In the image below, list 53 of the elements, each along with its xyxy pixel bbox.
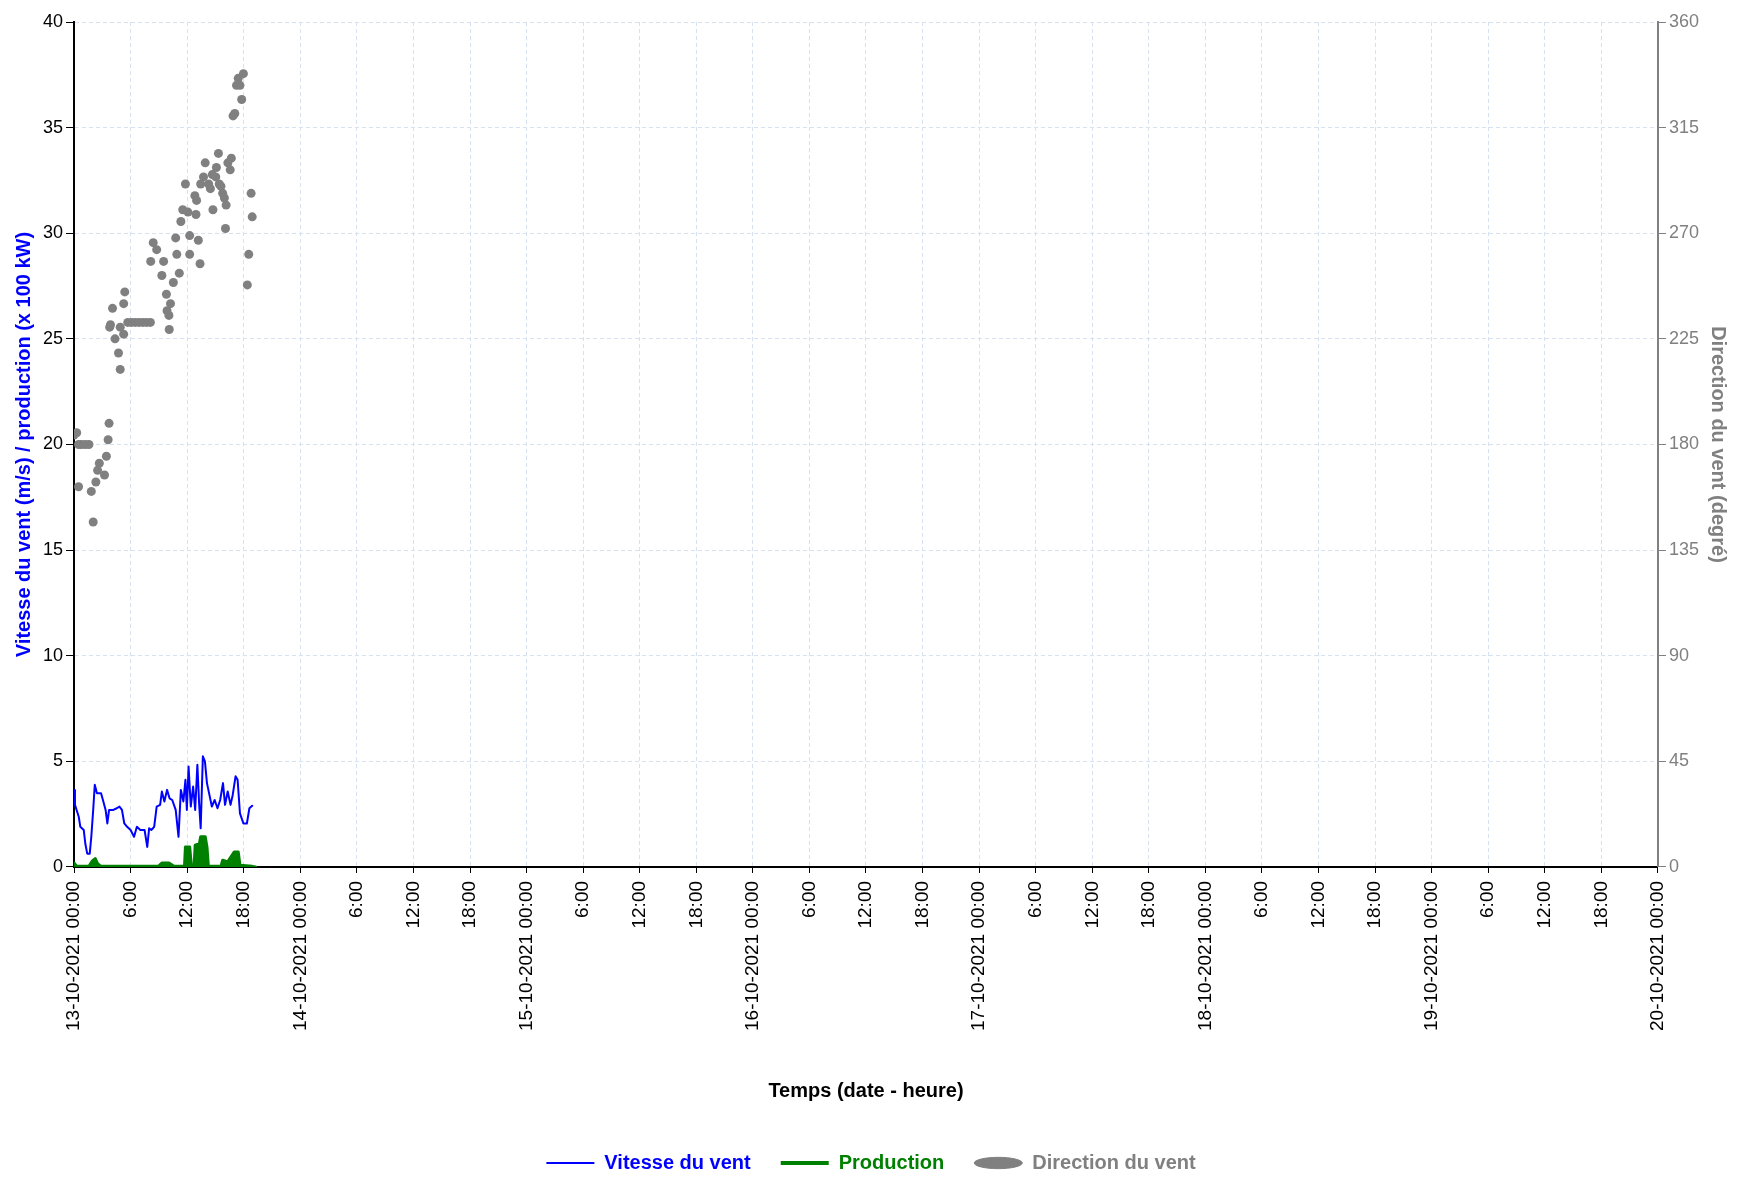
x-tick-label: 12:00 [854,880,876,929]
y-tick-label: 20 [42,433,64,454]
x-tick-label: 13-10-2021 00:00 [62,880,84,1031]
x-tick-label: 18:00 [910,880,932,929]
x-tick-label: 15-10-2021 00:00 [514,880,536,1031]
x-tick-label: 18:00 [1363,880,1385,929]
legend-label: Direction du vent [1032,1150,1196,1173]
x-tick-label: 12:00 [1533,880,1555,929]
x-tick-label: 14-10-2021 00:00 [288,880,310,1031]
x-tick-label: 6:00 [797,880,819,918]
y2-tick-label: 225 [1668,327,1700,348]
y2-tick-label: 90 [1668,644,1689,665]
y-tick-label: 25 [42,327,64,348]
y-tick-label: 40 [42,10,64,31]
x-tick-label: 18:00 [231,880,253,929]
y-tick-label: 15 [42,539,64,560]
y2-tick-label: 180 [1668,433,1700,454]
x-tick-label: 12:00 [1080,880,1102,929]
x-tick-label: 6:00 [345,880,367,918]
x-tick-label: 18:00 [1137,880,1159,929]
x-tick-label: 20-10-2021 00:00 [1646,880,1668,1031]
y2-tick-label: 360 [1668,10,1700,31]
x-tick-label: 12:00 [175,880,197,929]
x-tick-label: 12:00 [401,880,423,929]
x-tick-label: 12:00 [1306,880,1328,929]
x-tick-label: 12:00 [627,880,649,929]
y2-axis-title: Direction du vent (degré) [1708,326,1731,563]
x-tick-label: 18:00 [684,880,706,929]
y-tick-label: 5 [53,750,64,771]
legend-label: Vitesse du vent [604,1150,752,1173]
y-axis-title: Vitesse du vent (m/s) / production (x 100 kW) [11,231,34,658]
x-tick-label: 19-10-2021 00:00 [1419,880,1441,1031]
x-tick-label: 17-10-2021 00:00 [967,880,989,1031]
x-tick-label: 6:00 [1250,880,1272,918]
y-tick-label: 0 [53,855,64,876]
x-tick-label: 18:00 [458,880,480,929]
y-tick-label: 10 [42,644,64,665]
y2-tick-label: 270 [1668,222,1700,243]
y-tick-label: 35 [42,116,64,137]
y2-tick-label: 135 [1668,539,1700,560]
y2-tick-label: 315 [1668,116,1700,137]
x-axis-title: Temps (date - heure) [768,1078,964,1101]
x-tick-label: 6:00 [1476,880,1498,918]
x-tick-label: 6:00 [1023,880,1045,918]
y-tick-label: 30 [42,222,64,243]
legend-label: Production [838,1150,945,1173]
y2-tick-label: 0 [1668,855,1679,876]
x-tick-label: 6:00 [571,880,593,918]
x-tick-label: 18:00 [1589,880,1611,929]
x-tick-label: 6:00 [118,880,140,918]
x-tick-label: 18-10-2021 00:00 [1193,880,1215,1031]
x-tick-label: 16-10-2021 00:00 [741,880,763,1031]
y2-tick-label: 45 [1668,750,1689,771]
